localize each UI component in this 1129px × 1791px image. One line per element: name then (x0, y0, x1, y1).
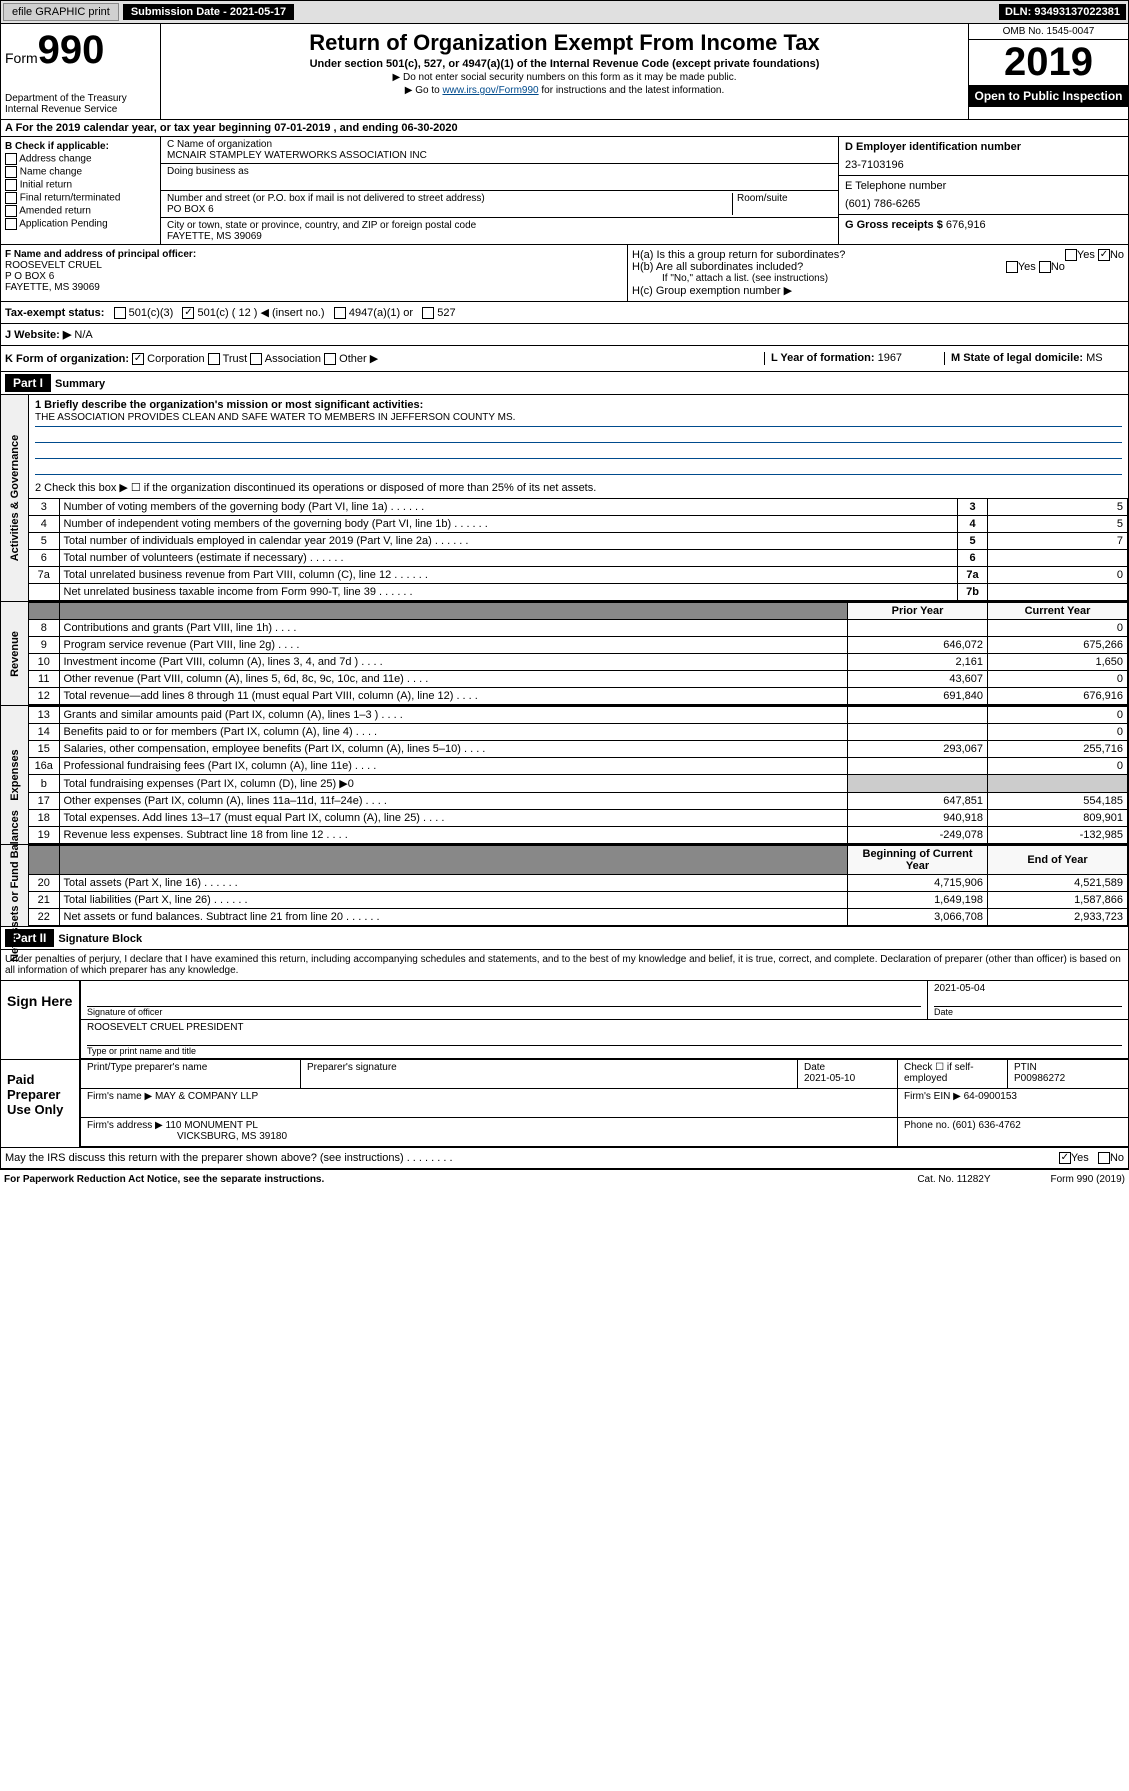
cb-discuss-yes[interactable]: ✓ (1059, 1152, 1071, 1164)
cb-trust[interactable] (208, 353, 220, 365)
cb-amended[interactable] (5, 205, 17, 217)
mission-text: THE ASSOCIATION PROVIDES CLEAN AND SAFE … (35, 411, 1122, 427)
dln: DLN: 93493137022381 (999, 4, 1126, 20)
form-number: 990 (38, 28, 105, 72)
governance-section: Activities & Governance 1 Briefly descri… (0, 395, 1129, 602)
revenue-table: Prior YearCurrent Year8Contributions and… (29, 602, 1128, 705)
firm-phone: (601) 636-4762 (952, 1120, 1020, 1131)
netassets-section: Net Assets or Fund Balances Beginning of… (0, 845, 1129, 927)
ptin: P00986272 (1014, 1073, 1122, 1084)
cb-501c[interactable]: ✓ (182, 307, 194, 319)
tax-year: 2019 (969, 40, 1128, 85)
org-address: PO BOX 6 (167, 204, 732, 215)
org-city: FAYETTE, MS 39069 (167, 231, 832, 242)
sig-date: 2021-05-04 (934, 983, 1122, 994)
expenses-table: 13Grants and similar amounts paid (Part … (29, 706, 1128, 844)
state-domicile: MS (1086, 352, 1103, 364)
cb-ha-yes[interactable] (1065, 249, 1077, 261)
cb-corp[interactable]: ✓ (132, 353, 144, 365)
cb-discuss-no[interactable] (1098, 1152, 1110, 1164)
section-bcd: B Check if applicable: Address change Na… (0, 137, 1129, 245)
form-title: Return of Organization Exempt From Incom… (165, 30, 964, 56)
form-header: Form990 Department of the Treasury Inter… (0, 24, 1129, 120)
row-a-period: A For the 2019 calendar year, or tax yea… (0, 120, 1129, 137)
row-fh: F Name and address of principal officer:… (0, 245, 1129, 302)
netassets-table: Beginning of Current YearEnd of Year20To… (29, 845, 1128, 926)
firm-ein: 64-0900153 (964, 1091, 1017, 1102)
cb-assoc[interactable] (250, 353, 262, 365)
governance-table: 3Number of voting members of the governi… (29, 498, 1128, 601)
firm-name: MAY & COMPANY LLP (155, 1091, 258, 1102)
dept-label: Department of the Treasury Internal Reve… (5, 93, 156, 115)
top-bar: efile GRAPHIC print Submission Date - 20… (0, 0, 1129, 24)
expenses-section: Expenses 13Grants and similar amounts pa… (0, 706, 1129, 845)
irs-link[interactable]: www.irs.gov/Form990 (442, 85, 538, 96)
form-note1: ▶ Do not enter social security numbers o… (165, 72, 964, 83)
cb-address-change[interactable] (5, 153, 17, 165)
submission-date: Submission Date - 2021-05-17 (123, 4, 294, 20)
cb-4947[interactable] (334, 307, 346, 319)
website: N/A (74, 329, 92, 341)
part1-header: Part ISummary (0, 372, 1129, 395)
gross-receipts: 676,916 (946, 219, 986, 231)
ein: 23-7103196 (845, 159, 1122, 171)
telephone: (601) 786-6265 (845, 198, 1122, 210)
firm-addr: 110 MONUMENT PL (166, 1120, 258, 1131)
col-b-checkboxes: B Check if applicable: Address change Na… (1, 137, 161, 244)
cb-501c3[interactable] (114, 307, 126, 319)
cb-527[interactable] (422, 307, 434, 319)
form-note2: ▶ Go to www.irs.gov/Form990 for instruct… (165, 85, 964, 96)
col-c-org: C Name of organization MCNAIR STAMPLEY W… (161, 137, 838, 244)
cb-name-change[interactable] (5, 166, 17, 178)
cb-pending[interactable] (5, 218, 17, 230)
row-k: K Form of organization: ✓ Corporation Tr… (0, 346, 1129, 372)
col-d-ein: D Employer identification number23-71031… (838, 137, 1128, 244)
signature-block: Under penalties of perjury, I declare th… (0, 950, 1129, 1169)
prep-date: 2021-05-10 (804, 1073, 891, 1084)
officer-printed: ROOSEVELT CRUEL PRESIDENT (87, 1022, 1122, 1033)
officer-name: ROOSEVELT CRUEL (5, 260, 623, 271)
cb-ha-no[interactable]: ✓ (1098, 249, 1110, 261)
efile-btn[interactable]: efile GRAPHIC print (3, 3, 119, 21)
row-tax-status: Tax-exempt status: 501(c)(3) ✓ 501(c) ( … (0, 302, 1129, 324)
cb-final-return[interactable] (5, 192, 17, 204)
part2-header: Part IISignature Block (0, 927, 1129, 950)
open-public: Open to Public Inspection (969, 85, 1128, 107)
org-name: MCNAIR STAMPLEY WATERWORKS ASSOCIATION I… (167, 150, 832, 161)
year-formation: 1967 (878, 352, 902, 364)
cb-hb-yes[interactable] (1006, 261, 1018, 273)
cb-hb-no[interactable] (1039, 261, 1051, 273)
omb-number: OMB No. 1545-0047 (969, 24, 1128, 40)
footer: For Paperwork Reduction Act Notice, see … (0, 1169, 1129, 1189)
form-subtitle: Under section 501(c), 527, or 4947(a)(1)… (165, 58, 964, 70)
revenue-section: Revenue Prior YearCurrent Year8Contribut… (0, 602, 1129, 706)
form-label: Form (5, 50, 38, 66)
cb-other[interactable] (324, 353, 336, 365)
cb-initial-return[interactable] (5, 179, 17, 191)
row-j-website: J Website: ▶ N/A (0, 324, 1129, 346)
